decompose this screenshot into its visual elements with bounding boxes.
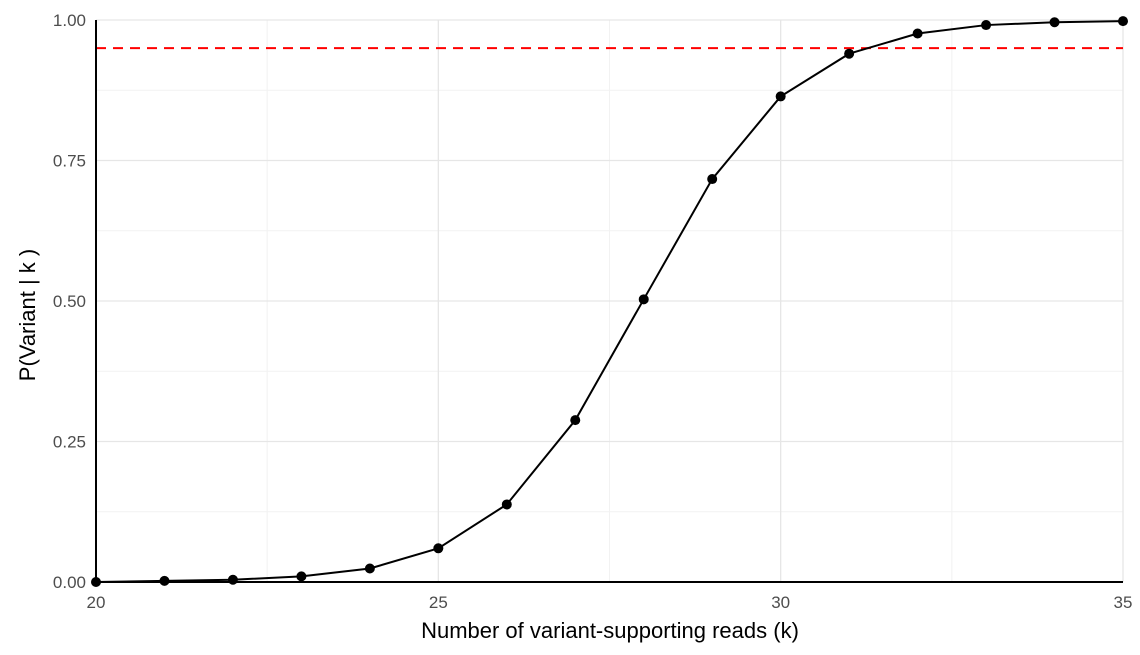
data-point bbox=[570, 415, 581, 426]
tick-labels: 20 25 30 35 0.00 0.25 0.50 0.75 1.00 bbox=[53, 11, 1133, 612]
data-point bbox=[1049, 17, 1060, 28]
data-point bbox=[912, 28, 923, 39]
x-axis-title: Number of variant-supporting reads (k) bbox=[421, 618, 799, 643]
y-axis-title: P(Variant | k ) bbox=[15, 249, 40, 381]
data-point bbox=[227, 574, 238, 585]
data-point bbox=[844, 48, 855, 59]
data-point bbox=[638, 294, 649, 305]
grid bbox=[95, 19, 1124, 583]
y-tick-label: 0.50 bbox=[53, 292, 86, 311]
y-tick-label: 0.75 bbox=[53, 152, 86, 171]
data-point bbox=[775, 91, 786, 102]
axes bbox=[95, 20, 1123, 583]
data-point bbox=[159, 575, 170, 586]
x-tick-label: 35 bbox=[1114, 593, 1133, 612]
data-point bbox=[707, 174, 718, 185]
series-line bbox=[95, 20, 1124, 583]
x-tick-label: 25 bbox=[429, 593, 448, 612]
y-tick-label: 0.00 bbox=[53, 573, 86, 592]
x-tick-label: 20 bbox=[87, 593, 106, 612]
data-point bbox=[364, 563, 375, 574]
y-tick-label: 0.25 bbox=[53, 433, 86, 452]
data-point bbox=[501, 499, 512, 510]
data-point bbox=[433, 543, 444, 554]
data-point bbox=[1118, 16, 1128, 27]
data-point bbox=[296, 571, 307, 582]
data-point bbox=[981, 20, 992, 31]
y-tick-label: 1.00 bbox=[53, 11, 86, 30]
x-tick-label: 30 bbox=[771, 593, 790, 612]
